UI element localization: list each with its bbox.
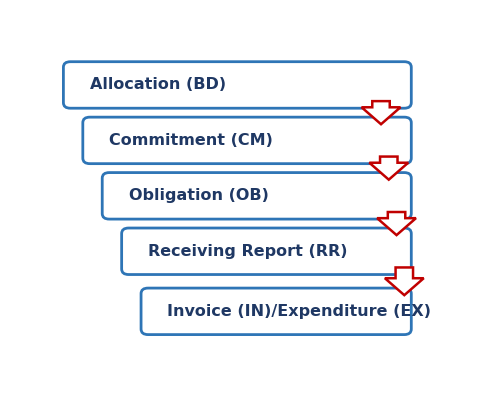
Polygon shape	[362, 101, 400, 124]
Polygon shape	[377, 212, 416, 235]
Text: Obligation (OB): Obligation (OB)	[129, 188, 269, 203]
FancyBboxPatch shape	[122, 228, 411, 274]
FancyBboxPatch shape	[83, 117, 411, 164]
Polygon shape	[385, 268, 424, 295]
FancyBboxPatch shape	[102, 172, 411, 219]
Text: Receiving Report (RR): Receiving Report (RR)	[148, 244, 348, 259]
FancyBboxPatch shape	[141, 288, 411, 334]
FancyBboxPatch shape	[64, 62, 411, 108]
Text: Allocation (BD): Allocation (BD)	[90, 78, 226, 92]
Text: Commitment (CM): Commitment (CM)	[109, 133, 273, 148]
Text: Invoice (IN)/Expenditure (EX): Invoice (IN)/Expenditure (EX)	[167, 304, 431, 319]
Polygon shape	[369, 156, 408, 180]
